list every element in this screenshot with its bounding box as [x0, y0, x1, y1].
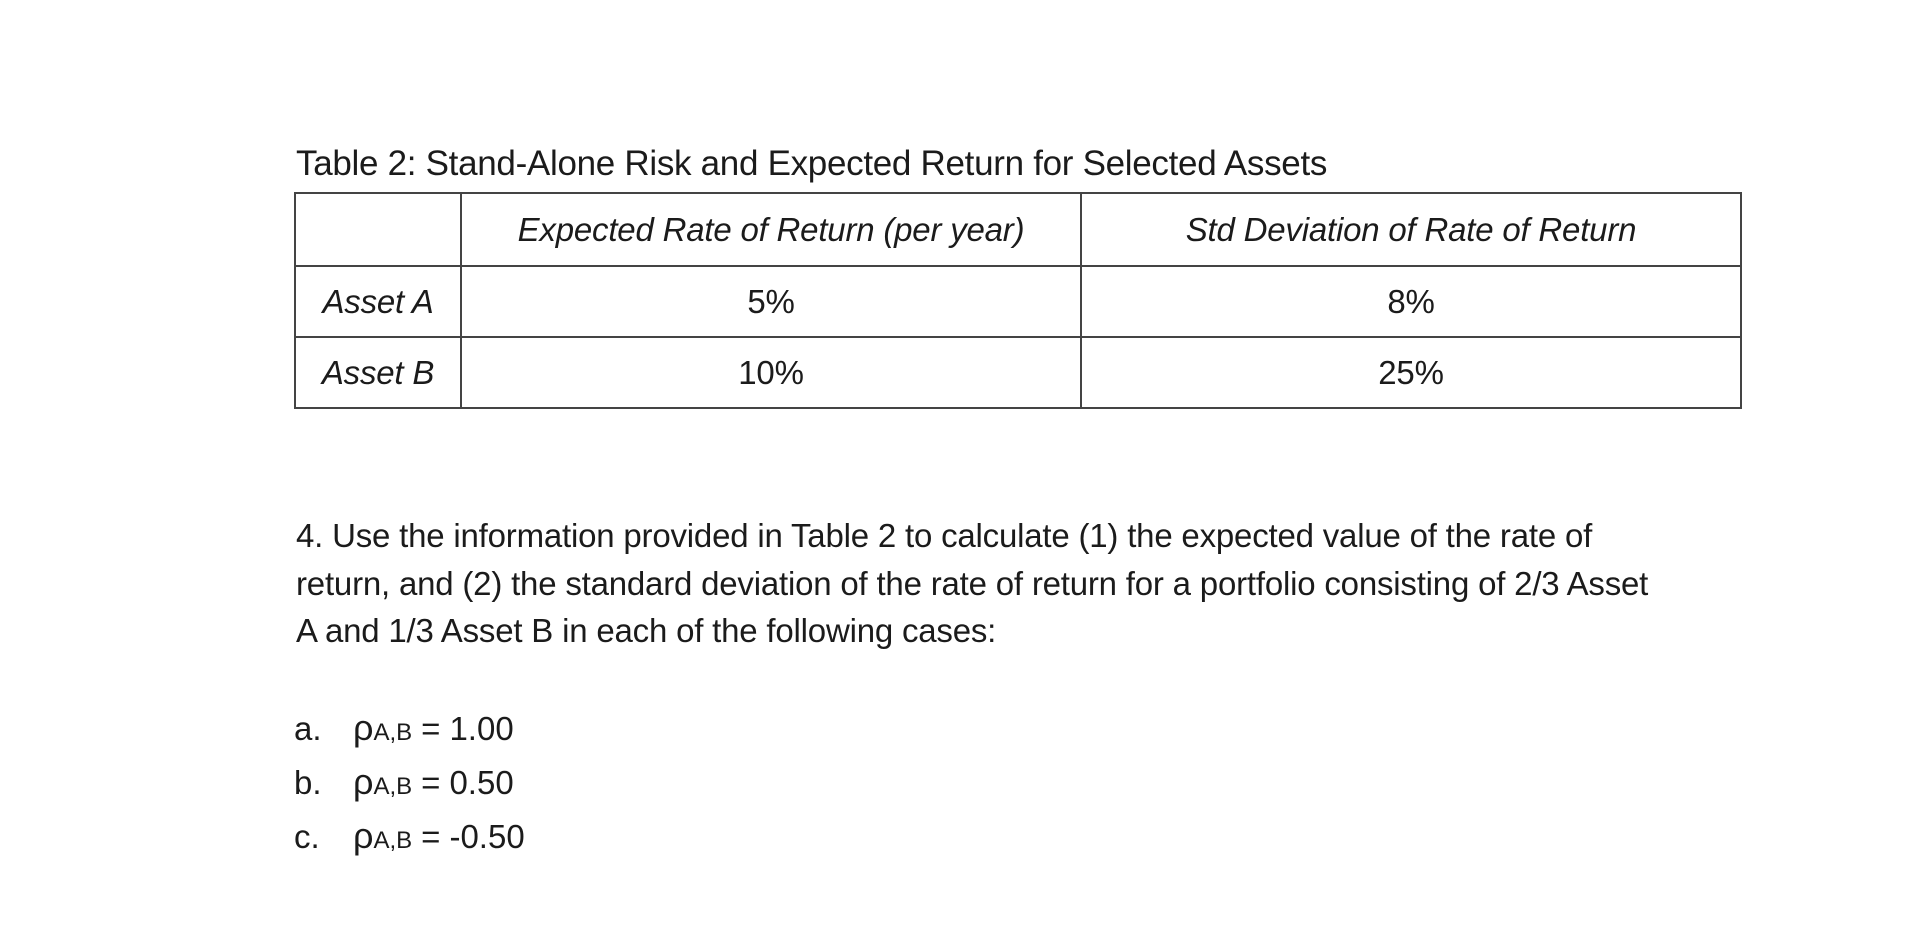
question-line-1: 4. Use the information provided in Table… [296, 517, 1593, 554]
table-header-row: Expected Rate of Return (per year) Std D… [294, 192, 1742, 267]
case-b-value: 0.50 [449, 764, 514, 801]
question-paragraph: 4. Use the information provided in Table… [296, 512, 1648, 655]
rho-subscript: A,B [373, 827, 413, 854]
table-row-asset-a: Asset A 5% 8% [294, 265, 1742, 338]
rho-subscript: A,B [373, 719, 413, 746]
case-a-correlation-formula: ρA,B = 1.00 [353, 707, 514, 748]
case-b-correlation-formula: ρA,B = 0.50 [353, 761, 514, 802]
table-row-asset-b: Asset B 10% 25% [294, 336, 1742, 409]
list-item-case-a: a. ρA,B = 1.00 [294, 703, 525, 757]
list-item-case-c: c. ρA,B = -0.50 [294, 811, 525, 865]
table-caption: Table 2: Stand-Alone Risk and Expected R… [296, 144, 1328, 183]
equals-sign: = [421, 764, 441, 801]
rho-symbol: ρ [353, 815, 374, 856]
asset-a-std-deviation: 8% [1080, 265, 1742, 338]
rho-symbol: ρ [353, 761, 374, 802]
cases-list: a. ρA,B = 1.00 b. ρA,B = 0.50 c. ρA,B = -0.50 [294, 703, 525, 865]
case-c-value: -0.50 [449, 818, 525, 855]
header-cell-expected-return: Expected Rate of Return (per year) [460, 192, 1082, 267]
case-c-correlation-formula: ρA,B = -0.50 [353, 815, 525, 856]
asset-b-expected-return: 10% [460, 336, 1082, 409]
case-a-marker: a. [294, 710, 322, 747]
asset-a-expected-return: 5% [460, 265, 1082, 338]
rho-subscript: A,B [373, 773, 413, 800]
asset-b-std-deviation: 25% [1080, 336, 1742, 409]
row-label-asset-a: Asset A [294, 265, 462, 338]
question-line-3: A and 1/3 Asset B in each of the followi… [296, 612, 997, 649]
rho-symbol: ρ [353, 707, 374, 748]
assets-table: Expected Rate of Return (per year) Std D… [294, 192, 1742, 409]
case-c-marker: c. [294, 818, 320, 855]
case-a-value: 1.00 [449, 710, 514, 747]
row-label-asset-b: Asset B [294, 336, 462, 409]
header-cell-std-deviation: Std Deviation of Rate of Return [1080, 192, 1742, 267]
equals-sign: = [421, 818, 441, 855]
list-item-case-b: b. ρA,B = 0.50 [294, 757, 525, 811]
case-b-marker: b. [294, 764, 322, 801]
header-cell-empty [294, 192, 462, 267]
question-line-2: return, and (2) the standard deviation o… [296, 564, 1649, 602]
equals-sign: = [421, 710, 441, 747]
